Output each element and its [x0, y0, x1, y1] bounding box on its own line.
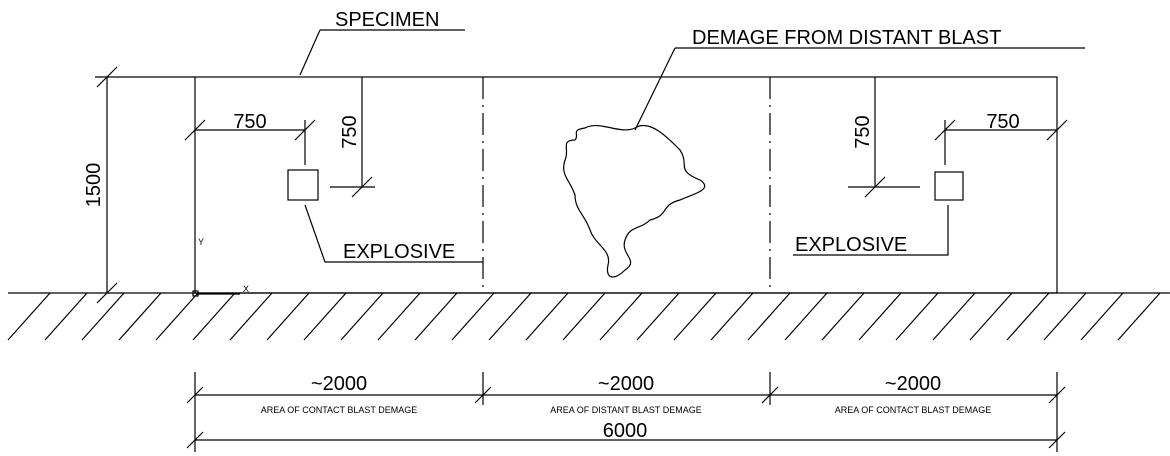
- hatch-line: [562, 292, 606, 341]
- hatch-line: [1117, 292, 1161, 341]
- hatch-line: [1080, 292, 1124, 341]
- leader: [304, 204, 483, 263]
- hatch-line: [44, 292, 88, 341]
- segment-label: AREA OF CONTACT BLAST DEMAGE: [835, 405, 992, 415]
- hatch-line: [451, 292, 495, 341]
- segment-length: ~2000: [311, 373, 367, 395]
- hatch-line: [377, 292, 421, 341]
- hatch-line: [1043, 292, 1087, 341]
- segment-length: ~2000: [885, 373, 941, 395]
- ground-hatch: [7, 292, 1161, 341]
- hatch-line: [969, 292, 1013, 341]
- tick: [184, 119, 206, 141]
- dimension-ticks: [186, 386, 1066, 449]
- specimen-label: SPECIMEN: [335, 9, 439, 31]
- leader: [634, 47, 676, 131]
- offset-label: 750: [852, 115, 874, 148]
- tick: [294, 119, 316, 141]
- tick: [761, 386, 779, 404]
- offset-label: 750: [233, 111, 266, 133]
- damage-label: DEMAGE FROM DISTANT BLAST: [692, 27, 1001, 49]
- hatch-line: [229, 292, 273, 341]
- tick: [1048, 386, 1066, 404]
- hatch-line: [673, 292, 717, 341]
- hatch-line: [636, 292, 680, 341]
- tick: [186, 386, 204, 404]
- height-label: 1500: [83, 163, 105, 208]
- explosive-label: EXPLOSIVE: [795, 234, 907, 256]
- tick: [96, 282, 118, 304]
- offset-label: 750: [986, 111, 1019, 133]
- tick: [186, 431, 204, 449]
- hatch-line: [118, 292, 162, 341]
- offset-label: 750: [339, 115, 361, 148]
- hatch-line: [710, 292, 754, 341]
- hatch-line: [525, 292, 569, 341]
- hatch-line: [155, 292, 199, 341]
- hatch-line: [340, 292, 384, 341]
- hatch-line: [784, 292, 828, 341]
- hatch-line: [192, 292, 236, 341]
- segment-length: ~2000: [598, 373, 654, 395]
- hatch-line: [821, 292, 865, 341]
- tick: [1046, 119, 1068, 141]
- explosive: [934, 171, 964, 201]
- ucs-y: Y: [198, 237, 204, 247]
- explosive-label: EXPLOSIVE: [343, 241, 455, 263]
- segment-label: AREA OF CONTACT BLAST DEMAGE: [261, 405, 418, 415]
- hatch-line: [414, 292, 458, 341]
- damage-area: [563, 125, 706, 278]
- hatch-line: [81, 292, 125, 341]
- hatch-line: [7, 292, 51, 341]
- leader: [299, 29, 321, 76]
- hatch-line: [599, 292, 643, 341]
- hatch-line: [1006, 292, 1050, 341]
- hatch-line: [266, 292, 310, 341]
- hatch-line: [895, 292, 939, 341]
- hatch-line: [747, 292, 791, 341]
- tick: [934, 119, 956, 141]
- tick: [96, 66, 118, 88]
- explosive: [287, 169, 319, 201]
- hatch-line: [303, 292, 347, 341]
- hatch-line: [858, 292, 902, 341]
- hatch-line: [932, 292, 976, 341]
- hatch-line: [488, 292, 532, 341]
- ucs-x: X: [243, 284, 249, 294]
- leader: [793, 205, 949, 256]
- tick: [351, 176, 373, 198]
- total-length: 6000: [603, 420, 648, 442]
- segment-label: AREA OF DISTANT BLAST DEMAGE: [550, 405, 702, 415]
- tick: [1048, 431, 1066, 449]
- tick: [864, 176, 886, 198]
- tick: [474, 386, 492, 404]
